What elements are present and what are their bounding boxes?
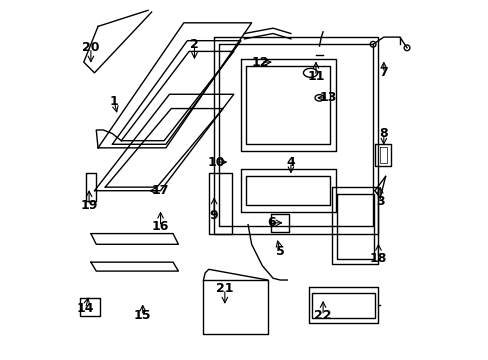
Text: 22: 22 xyxy=(314,309,331,322)
Text: 20: 20 xyxy=(82,41,100,54)
Text: 17: 17 xyxy=(151,184,169,197)
Text: 13: 13 xyxy=(319,91,336,104)
Text: 18: 18 xyxy=(369,252,386,265)
Text: 10: 10 xyxy=(207,156,224,168)
Text: 1: 1 xyxy=(109,95,118,108)
Text: 12: 12 xyxy=(251,55,269,69)
Text: 2: 2 xyxy=(190,38,199,51)
Text: 14: 14 xyxy=(77,302,94,315)
Text: 7: 7 xyxy=(379,66,387,79)
Text: 19: 19 xyxy=(80,198,98,212)
Text: 11: 11 xyxy=(306,70,324,83)
Text: 8: 8 xyxy=(379,127,387,140)
Text: 21: 21 xyxy=(216,283,233,296)
Text: 16: 16 xyxy=(152,220,169,233)
Text: 5: 5 xyxy=(275,245,284,258)
Text: 6: 6 xyxy=(266,216,275,229)
Text: 4: 4 xyxy=(286,156,295,168)
Text: 3: 3 xyxy=(375,195,384,208)
Text: 9: 9 xyxy=(209,209,218,222)
Text: 15: 15 xyxy=(134,309,151,322)
